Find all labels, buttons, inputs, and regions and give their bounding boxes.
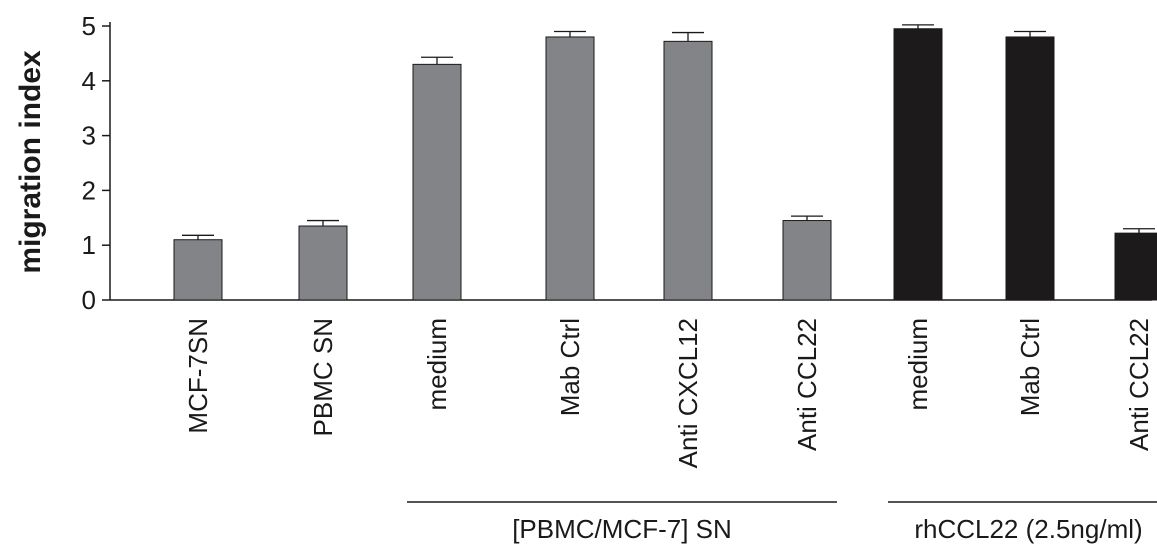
- y-tick-label: 5: [82, 11, 96, 41]
- y-tick-label: 2: [82, 175, 96, 205]
- x-category-label: Mab Ctrl: [555, 318, 585, 416]
- x-category-label: medium: [422, 318, 452, 410]
- bar-8: [1005, 36, 1055, 301]
- x-category-label: Anti CXCL12: [673, 318, 703, 468]
- y-tick-label: 0: [82, 285, 96, 315]
- error-bar-8: [1014, 30, 1046, 37]
- error-bar-7: [902, 24, 934, 29]
- x-category-label: PBMC SN: [308, 318, 338, 436]
- error-bar-2: [307, 219, 339, 227]
- bar-2: [298, 225, 348, 301]
- group-label: rhCCL22 (2.5ng/ml): [914, 514, 1142, 544]
- x-category-label: Mab Ctrl: [1015, 318, 1045, 416]
- x-category-label: Anti CCL22: [792, 318, 822, 451]
- y-axis: 0 1 2 3 4 5: [82, 11, 111, 315]
- x-category-label: Anti CCL22: [1124, 318, 1154, 451]
- error-bar-3: [421, 56, 453, 65]
- bar-6: [782, 220, 832, 301]
- error-bar-5: [672, 31, 704, 42]
- x-category-label: medium: [903, 318, 933, 410]
- bar-4: [545, 36, 595, 301]
- bar-9: [1114, 232, 1157, 301]
- error-bar-9: [1123, 228, 1155, 234]
- y-axis-label: migration index: [14, 50, 47, 274]
- bar-5: [663, 40, 713, 301]
- error-bar-4: [554, 30, 586, 37]
- x-category-label: MCF-7SN: [183, 318, 213, 434]
- error-bar-1: [182, 234, 214, 240]
- y-tick-label: 4: [82, 66, 96, 96]
- error-bar-6: [791, 215, 823, 221]
- bar-3: [412, 63, 462, 301]
- group-label: [PBMC/MCF-7] SN: [512, 514, 732, 544]
- bar-1: [173, 239, 223, 301]
- y-tick-label: 3: [82, 121, 96, 151]
- bar-7: [893, 28, 943, 301]
- y-tick-label: 1: [82, 230, 96, 260]
